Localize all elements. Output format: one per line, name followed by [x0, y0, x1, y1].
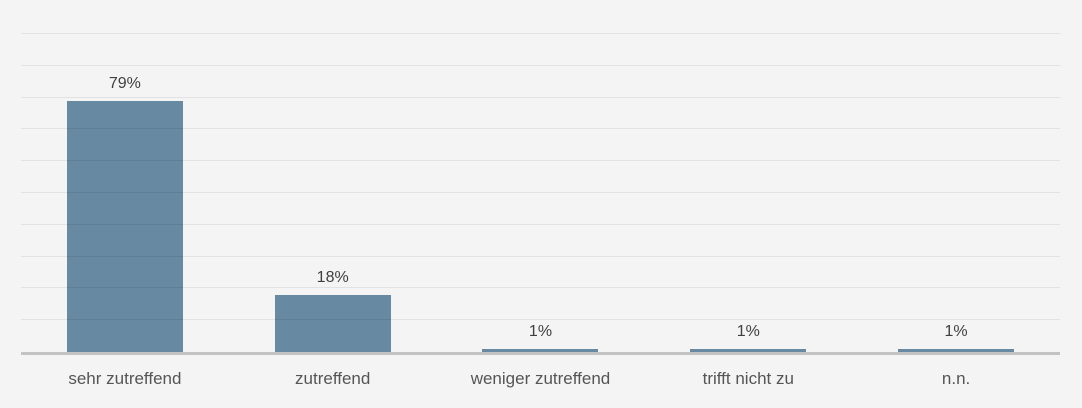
bar-group-2: 1% weniger zutreffend	[437, 34, 645, 394]
bar-cell: 18%	[229, 34, 437, 352]
category-label: n.n.	[941, 369, 971, 388]
value-label: 1%	[528, 323, 553, 340]
value-label: 1%	[736, 323, 760, 340]
bar	[482, 349, 599, 352]
bar-cell: 1%	[437, 34, 645, 352]
bar-group-3: 1% trifft nicht zu	[644, 34, 852, 394]
bar	[690, 349, 807, 352]
bar-group-0: 79% sehr zutreffend	[21, 34, 229, 394]
bar	[274, 295, 391, 352]
bar-group-4: 1% n.n.	[852, 34, 1060, 394]
category-label: trifft nicht zu	[702, 369, 794, 388]
bar-cell: 1%	[644, 34, 852, 352]
category-label: zutreffend	[295, 369, 371, 388]
category-label: weniger zutreffend	[470, 369, 611, 388]
bar	[66, 101, 183, 352]
bar-group-1: 18% zutreffend	[229, 34, 437, 394]
value-label: 1%	[944, 323, 968, 340]
bar-columns: 79% sehr zutreffend 18% zutreffend 1% weniger…	[21, 34, 1060, 394]
bar-cell: 1%	[852, 34, 1060, 352]
category-label: sehr zutreffend	[68, 369, 182, 388]
bar-cell: 79%	[21, 34, 229, 352]
value-label: 79%	[108, 75, 141, 92]
bar	[898, 349, 1015, 352]
x-axis-line	[21, 352, 1060, 355]
value-label: 18%	[316, 269, 349, 286]
